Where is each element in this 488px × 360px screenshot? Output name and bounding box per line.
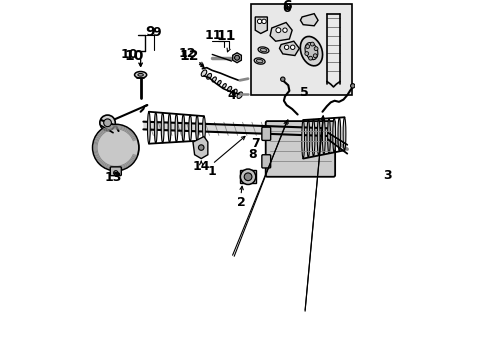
Ellipse shape: [337, 118, 340, 151]
Circle shape: [103, 119, 111, 127]
Ellipse shape: [363, 177, 380, 184]
FancyBboxPatch shape: [261, 155, 270, 168]
Ellipse shape: [300, 36, 322, 66]
Text: 10: 10: [124, 49, 143, 63]
Text: 14: 14: [192, 160, 209, 174]
Ellipse shape: [188, 115, 191, 141]
Ellipse shape: [195, 116, 198, 141]
Ellipse shape: [343, 117, 345, 150]
Ellipse shape: [305, 42, 317, 60]
Ellipse shape: [138, 73, 143, 76]
Circle shape: [290, 45, 294, 49]
Circle shape: [234, 55, 239, 60]
Text: 9: 9: [153, 26, 161, 40]
Ellipse shape: [227, 86, 231, 91]
Text: 11: 11: [216, 29, 235, 43]
Circle shape: [280, 77, 285, 81]
Ellipse shape: [161, 113, 163, 143]
Text: 8: 8: [247, 148, 256, 161]
Text: 1: 1: [207, 165, 216, 178]
Circle shape: [257, 19, 261, 23]
Circle shape: [244, 173, 251, 181]
Ellipse shape: [134, 72, 146, 78]
Ellipse shape: [182, 114, 184, 141]
Circle shape: [313, 47, 317, 51]
Polygon shape: [279, 41, 299, 55]
Bar: [240, 170, 255, 183]
Text: 9: 9: [145, 25, 155, 39]
Ellipse shape: [168, 113, 171, 143]
Text: 10: 10: [121, 49, 138, 62]
Polygon shape: [255, 17, 267, 33]
Ellipse shape: [212, 77, 216, 82]
Ellipse shape: [306, 120, 309, 158]
Ellipse shape: [175, 114, 178, 142]
Polygon shape: [143, 122, 327, 136]
Circle shape: [304, 51, 308, 55]
Circle shape: [282, 28, 286, 32]
Ellipse shape: [237, 92, 242, 98]
Text: 3: 3: [383, 169, 391, 182]
FancyBboxPatch shape: [261, 127, 270, 140]
Circle shape: [198, 145, 203, 150]
Ellipse shape: [154, 112, 157, 143]
Ellipse shape: [254, 58, 264, 64]
Circle shape: [93, 125, 139, 171]
Ellipse shape: [217, 81, 221, 85]
Ellipse shape: [256, 59, 263, 63]
Circle shape: [100, 115, 115, 130]
Ellipse shape: [301, 120, 304, 159]
Circle shape: [350, 84, 354, 88]
Circle shape: [305, 45, 309, 49]
Text: 2: 2: [236, 195, 245, 208]
Ellipse shape: [260, 48, 266, 52]
Ellipse shape: [206, 73, 211, 79]
Polygon shape: [193, 136, 207, 159]
Bar: [250, 4, 351, 95]
Ellipse shape: [232, 89, 237, 95]
Text: 6: 6: [282, 2, 290, 15]
Circle shape: [240, 169, 255, 184]
Bar: [363, 170, 380, 181]
Circle shape: [261, 19, 265, 23]
Ellipse shape: [327, 118, 330, 153]
Circle shape: [313, 54, 317, 58]
Polygon shape: [269, 22, 291, 41]
Ellipse shape: [311, 119, 314, 157]
Text: 5: 5: [300, 86, 308, 99]
Ellipse shape: [202, 116, 205, 140]
Circle shape: [308, 56, 312, 60]
Text: 11: 11: [204, 29, 222, 42]
Ellipse shape: [367, 168, 376, 171]
Circle shape: [113, 171, 118, 175]
Text: 12: 12: [178, 48, 196, 60]
Ellipse shape: [332, 118, 335, 152]
Circle shape: [275, 28, 280, 33]
Ellipse shape: [222, 84, 226, 88]
Text: 4: 4: [227, 89, 235, 102]
Circle shape: [284, 45, 288, 49]
Ellipse shape: [258, 47, 268, 53]
Ellipse shape: [322, 119, 325, 154]
Text: 7: 7: [250, 137, 259, 150]
Ellipse shape: [147, 112, 150, 144]
Polygon shape: [300, 14, 317, 26]
Text: 6: 6: [281, 0, 291, 13]
Ellipse shape: [201, 70, 206, 76]
Ellipse shape: [363, 166, 380, 174]
Ellipse shape: [317, 119, 319, 156]
FancyBboxPatch shape: [110, 167, 121, 176]
Text: 13: 13: [104, 171, 122, 184]
FancyBboxPatch shape: [265, 121, 334, 177]
Circle shape: [310, 42, 314, 46]
Text: 12: 12: [179, 49, 199, 63]
